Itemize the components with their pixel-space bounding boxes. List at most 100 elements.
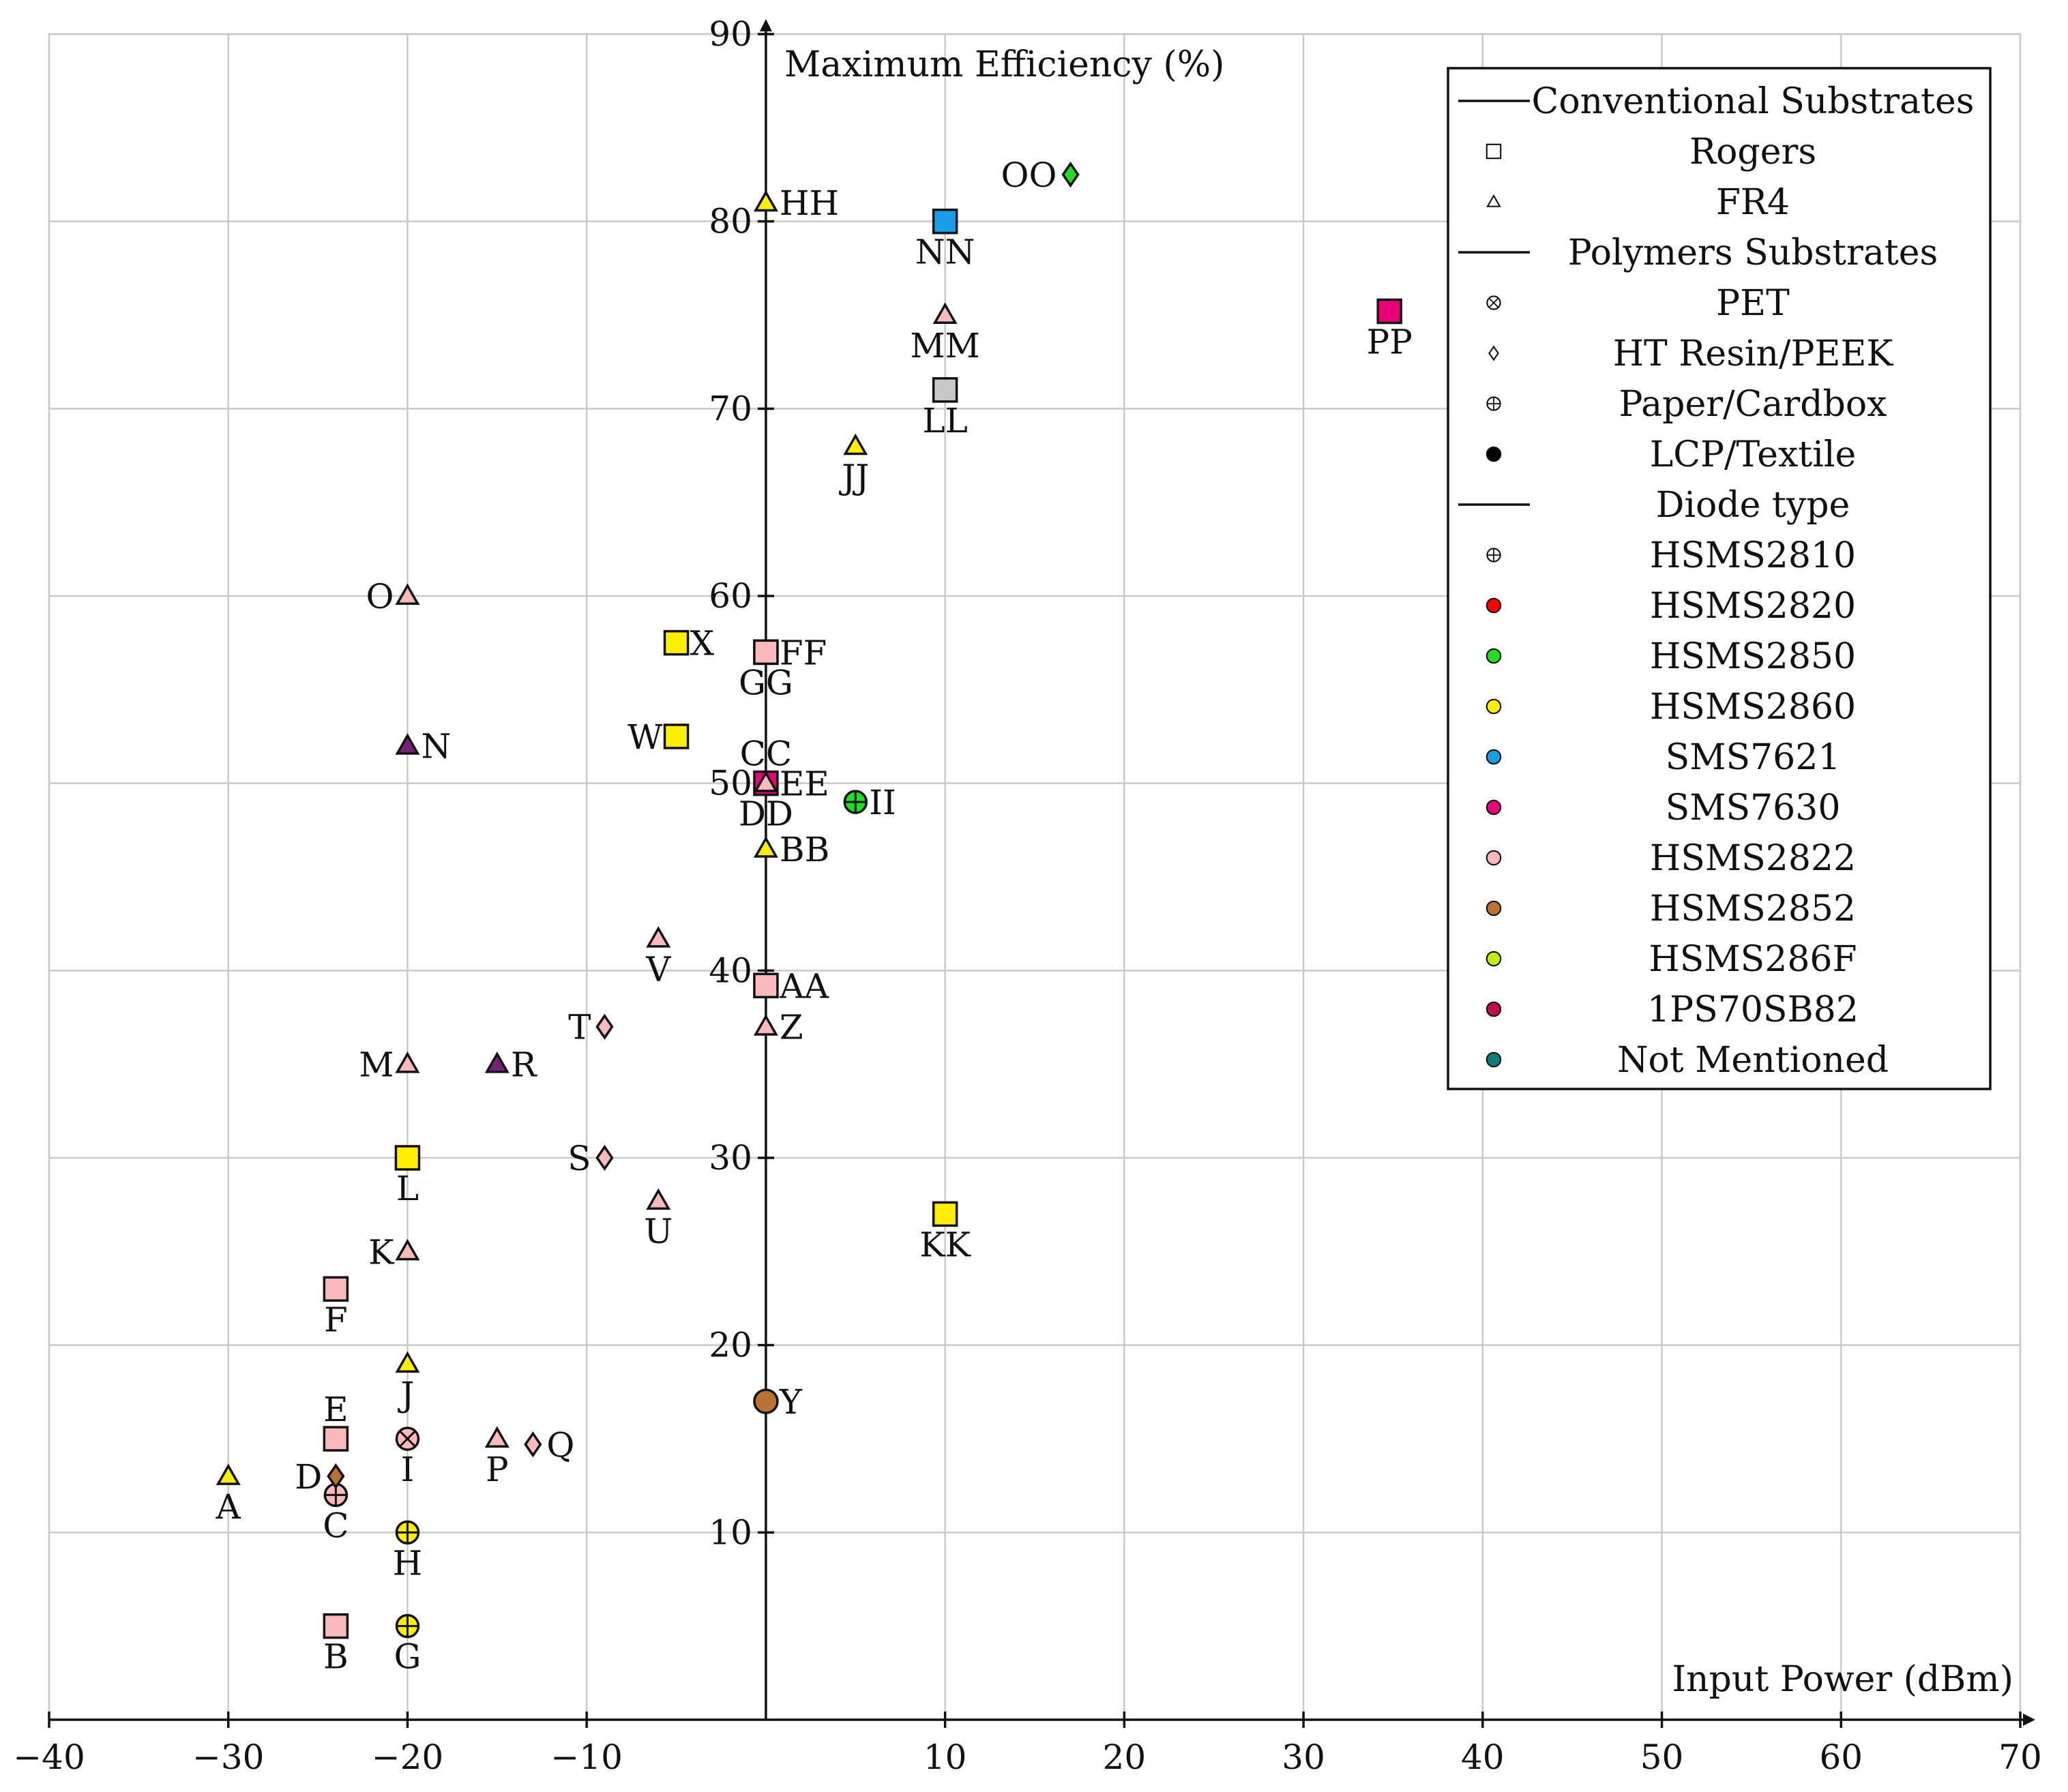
y-tick-label: 50: [709, 764, 752, 803]
data-point: BB: [753, 830, 829, 869]
dot-shape: [1486, 799, 1502, 816]
legend-label: SMS7630: [1666, 788, 1841, 828]
legend-label: PET: [1716, 283, 1790, 324]
legend-item-diode: HSMS286F: [1486, 939, 1857, 980]
triangle-marker: [646, 1188, 671, 1210]
square-marker: [323, 1426, 349, 1452]
x-axis-label: Input Power (dBm): [1672, 1659, 2013, 1700]
data-point: HH: [753, 183, 839, 223]
point-label: O: [366, 577, 394, 616]
data-point: Q: [524, 1425, 574, 1465]
dot-marker: [1486, 648, 1502, 664]
diamond-shape: [1488, 345, 1499, 361]
point-label: NN: [915, 233, 975, 272]
data-point: T: [568, 1008, 614, 1047]
triangle-marker: [753, 771, 778, 792]
y-tick-labels: 10 20 30 40 50 60 70 80 90: [709, 14, 774, 1552]
data-point: M: [359, 1045, 420, 1085]
point-label: X: [690, 624, 715, 663]
data-point: P: [484, 1426, 509, 1489]
x-tick-label: 10: [924, 1737, 967, 1777]
dot-shape: [1486, 446, 1502, 462]
data-point: W: [627, 717, 690, 757]
point-label: V: [645, 950, 671, 989]
data-point: KK: [919, 1201, 972, 1264]
legend: Conventional Substrates Rogers FR4 Polymers…: [1447, 67, 1992, 1090]
data-point: L: [394, 1145, 421, 1208]
legend-item-diode: SMS7630: [1486, 788, 1841, 828]
point-label: T: [568, 1008, 591, 1047]
y-tick-label: 90: [709, 14, 752, 54]
legend-item-diode: SMS7621: [1486, 737, 1841, 778]
y-tick-label: 40: [709, 951, 752, 990]
square-shape: [932, 1201, 958, 1227]
legend-item-diode: HSMS2850: [1486, 636, 1856, 677]
dot-marker: [1486, 597, 1502, 614]
square-marker: [1376, 298, 1402, 325]
legend-label: Rogers: [1689, 132, 1816, 173]
legend-item-substrate: FR4: [1486, 182, 1790, 223]
y-tick-label: 80: [709, 202, 752, 241]
diamond-marker: [595, 1013, 614, 1040]
legend-header: Diode type: [1656, 485, 1850, 526]
data-point: I: [395, 1427, 420, 1489]
square-shape: [932, 377, 958, 403]
legend-label: FR4: [1716, 182, 1790, 223]
x-tick-label: 40: [1461, 1737, 1505, 1777]
dot-shape: [1486, 698, 1502, 715]
square-shape: [1376, 298, 1402, 325]
y-tick-label: 10: [709, 1512, 752, 1552]
dot-shape: [1486, 850, 1502, 866]
triangle-shape: [395, 1051, 420, 1073]
point-label: LL: [922, 401, 967, 440]
legend-label: SMS7621: [1666, 737, 1841, 778]
triangle-shape: [395, 733, 420, 755]
point-label: W: [627, 717, 663, 757]
point-label: P: [486, 1450, 509, 1489]
square-marker: [323, 1276, 349, 1302]
diamond-shape: [524, 1431, 542, 1458]
x-tick-label: −40: [13, 1737, 85, 1777]
triangle-shape: [484, 1426, 509, 1448]
diamond-marker: [327, 1463, 345, 1490]
data-point: F: [323, 1276, 349, 1339]
triangle-shape: [484, 1051, 509, 1073]
x-tick-label: 60: [1819, 1737, 1863, 1777]
triangle-shape: [216, 1463, 241, 1485]
legend-label: HSMS2810: [1650, 535, 1856, 576]
point-label: R: [511, 1045, 537, 1085]
data-point: J: [395, 1351, 420, 1414]
data-point: NN: [915, 208, 975, 272]
point-label: DD: [739, 794, 793, 834]
legend-item-substrate: LCP/Textile: [1486, 434, 1856, 475]
point-label: M: [359, 1045, 394, 1085]
dot-shape: [1486, 749, 1502, 765]
legend-label: Paper/Cardbox: [1619, 384, 1887, 425]
point-label: AA: [779, 966, 829, 1006]
axes: Maximum Efficiency (%) Input Power (dBm): [49, 19, 2035, 1726]
data-point: OO: [1001, 155, 1080, 195]
x-axis-arrow: [2023, 1714, 2035, 1726]
legend-item-substrate: Paper/Cardbox: [1486, 384, 1887, 425]
square-shape: [394, 1145, 421, 1171]
square-shape: [663, 723, 690, 749]
legend-label: HSMS2820: [1650, 586, 1856, 627]
data-point: K: [368, 1232, 420, 1272]
legend-label: HSMS286F: [1649, 939, 1857, 980]
triangle-marker: [395, 1238, 420, 1261]
dot-marker: [1486, 749, 1502, 765]
legend-item-diode: HSMS2860: [1486, 687, 1856, 728]
data-point: E: [323, 1390, 349, 1452]
legend-item-substrate: Rogers: [1486, 132, 1816, 173]
dot-marker: [1486, 698, 1502, 715]
legend-item-substrate: PET: [1486, 283, 1790, 324]
data-point: Y: [753, 1382, 803, 1422]
oplus-marker: [1486, 548, 1501, 563]
triangle-shape: [1486, 194, 1501, 207]
cross-line: [1488, 297, 1499, 308]
triangle-marker: [484, 1051, 509, 1073]
square-shape: [323, 1426, 349, 1452]
triangle-shape: [753, 836, 778, 858]
point-label: HH: [780, 183, 839, 223]
